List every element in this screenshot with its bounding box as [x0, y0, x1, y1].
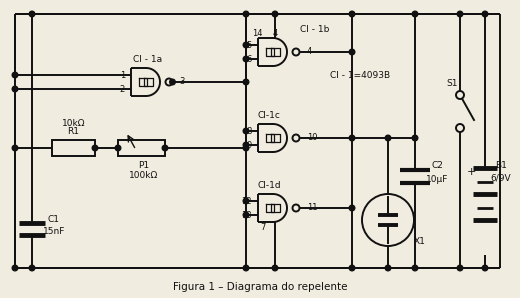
- Text: 10: 10: [307, 134, 318, 142]
- Text: 4: 4: [273, 30, 278, 38]
- Circle shape: [456, 91, 464, 99]
- Circle shape: [12, 145, 18, 151]
- Text: P1: P1: [138, 162, 149, 170]
- Circle shape: [170, 79, 175, 85]
- Circle shape: [243, 79, 249, 85]
- Text: R1: R1: [68, 128, 80, 136]
- Circle shape: [12, 265, 18, 271]
- Bar: [52, 140, 95, 156]
- Circle shape: [349, 205, 355, 211]
- Circle shape: [412, 135, 418, 141]
- Text: 3: 3: [179, 77, 185, 86]
- Text: 6: 6: [246, 55, 252, 63]
- Circle shape: [272, 11, 278, 17]
- Circle shape: [482, 11, 488, 17]
- Text: CI-1d: CI-1d: [257, 181, 281, 190]
- Circle shape: [243, 145, 249, 151]
- Circle shape: [243, 198, 249, 204]
- Circle shape: [292, 204, 300, 212]
- Circle shape: [243, 11, 249, 17]
- Circle shape: [162, 145, 168, 151]
- Text: 13: 13: [241, 210, 252, 220]
- Circle shape: [349, 11, 355, 17]
- Bar: [118, 140, 165, 156]
- Text: 2: 2: [120, 85, 125, 94]
- Text: +: +: [466, 167, 476, 177]
- Circle shape: [385, 135, 391, 141]
- Circle shape: [385, 265, 391, 271]
- Circle shape: [456, 124, 464, 132]
- Circle shape: [115, 145, 121, 151]
- Text: CI - 1a: CI - 1a: [134, 55, 163, 63]
- Text: 8: 8: [246, 126, 252, 136]
- Circle shape: [12, 72, 18, 78]
- Circle shape: [243, 128, 249, 134]
- Text: X1: X1: [414, 238, 426, 246]
- Text: 1: 1: [120, 71, 125, 80]
- Circle shape: [29, 11, 35, 17]
- Text: 10μF: 10μF: [426, 175, 448, 184]
- Circle shape: [272, 265, 278, 271]
- Text: 7: 7: [261, 224, 266, 232]
- Text: 4: 4: [306, 47, 312, 57]
- Text: CI-1c: CI-1c: [257, 111, 280, 119]
- Circle shape: [457, 265, 463, 271]
- Text: 12: 12: [241, 196, 252, 206]
- Circle shape: [412, 11, 418, 17]
- Circle shape: [243, 42, 249, 48]
- Circle shape: [243, 212, 249, 218]
- Circle shape: [457, 11, 463, 17]
- Text: CI - 1=4093B: CI - 1=4093B: [330, 71, 390, 80]
- Text: 10kΩ: 10kΩ: [62, 119, 85, 128]
- Circle shape: [243, 142, 249, 148]
- Text: CI - 1b: CI - 1b: [301, 26, 330, 35]
- Text: S1: S1: [446, 78, 458, 88]
- Text: Figura 1 – Diagrama do repelente: Figura 1 – Diagrama do repelente: [173, 282, 347, 292]
- Circle shape: [92, 145, 98, 151]
- Text: 9: 9: [247, 140, 252, 150]
- Text: 5: 5: [247, 41, 252, 49]
- Circle shape: [349, 135, 355, 141]
- Text: 14: 14: [253, 30, 263, 38]
- Circle shape: [165, 78, 173, 86]
- Text: 6/9V: 6/9V: [491, 173, 511, 182]
- Circle shape: [349, 265, 355, 271]
- Circle shape: [349, 49, 355, 55]
- Circle shape: [243, 56, 249, 62]
- Text: 100kΩ: 100kΩ: [129, 172, 158, 181]
- Circle shape: [412, 265, 418, 271]
- Text: B1: B1: [495, 162, 507, 170]
- Circle shape: [482, 265, 488, 271]
- Circle shape: [292, 49, 300, 55]
- Circle shape: [292, 134, 300, 142]
- Text: C1: C1: [48, 215, 60, 224]
- Circle shape: [12, 86, 18, 92]
- Text: 15nF: 15nF: [43, 227, 65, 237]
- Circle shape: [243, 265, 249, 271]
- Circle shape: [29, 265, 35, 271]
- Text: C2: C2: [431, 161, 443, 170]
- Text: 11: 11: [307, 204, 318, 212]
